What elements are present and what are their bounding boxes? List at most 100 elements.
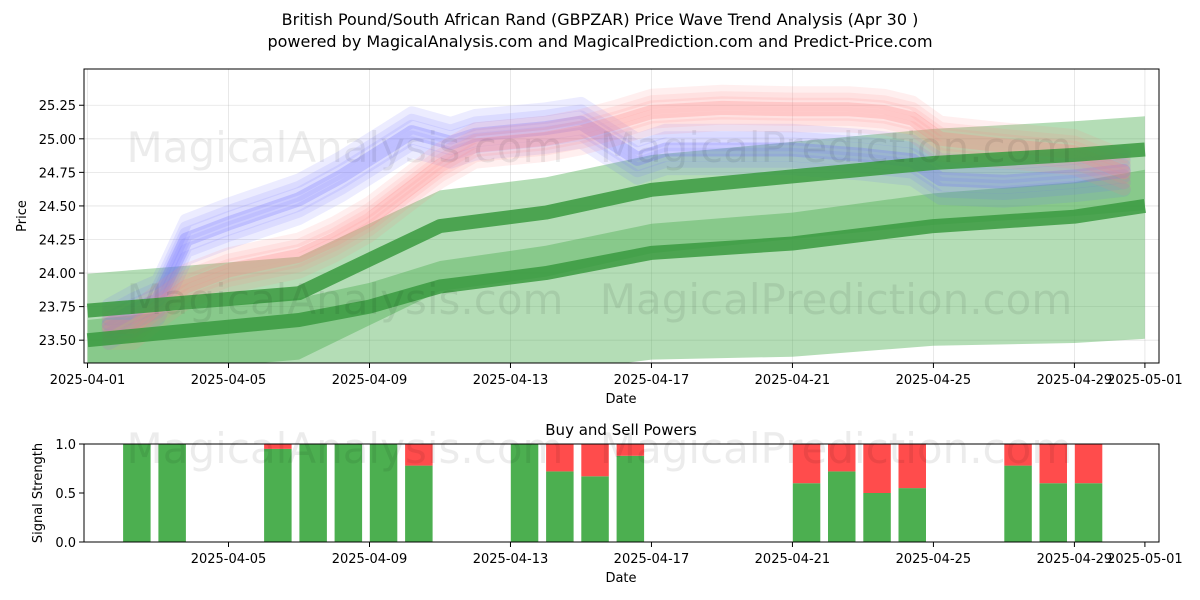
chart-title: British Pound/South African Rand (GBPZAR… (282, 10, 919, 29)
blue-wave-line (101, 96, 1131, 313)
red-wave-line (101, 84, 1131, 318)
red-wave-line (101, 117, 1131, 350)
price-y-tick-label: 23.75 (39, 301, 76, 316)
signal-x-tick-label: 2025-04-13 (473, 552, 549, 567)
price-y-tick-label: 25.25 (39, 99, 76, 114)
signal-x-tick-label: 2025-04-25 (896, 552, 972, 567)
buy-power-bar (334, 444, 363, 542)
buy-power-bar (898, 488, 926, 542)
price-x-tick-label: 2025-05-01 (1107, 373, 1183, 388)
signal-y-label: Signal Strength (31, 443, 46, 543)
signal-x-label: Date (605, 571, 636, 586)
watermark-analysis: MagicalAnalysis.com (127, 123, 564, 172)
sell-power-bar (828, 444, 856, 472)
chart-subtitle: powered by MagicalAnalysis.com and Magic… (267, 32, 932, 51)
blue-wave-line (101, 121, 1131, 337)
watermark-prediction-3: MagicalPrediction.com (600, 424, 1073, 473)
blue-wave-line (101, 104, 1131, 320)
price-grid (84, 69, 1159, 363)
signal-y-tick-label: 0.5 (55, 487, 76, 502)
buy-power-bar (1039, 483, 1067, 542)
buy-power-bar (1074, 483, 1103, 542)
signal-watermarks: MagicalAnalysis.com MagicalPrediction.co… (127, 424, 1073, 473)
price-x-label: Date (605, 392, 636, 407)
buy-power-bar (299, 444, 327, 542)
buy-power-bar (792, 483, 821, 542)
signal-y-tick-label: 0.0 (55, 536, 76, 551)
buy-power-bar (616, 455, 645, 542)
price-x-tick-label: 2025-04-09 (332, 373, 408, 388)
price-axes-frame (83, 68, 1160, 364)
blue-wave-line (101, 127, 1131, 343)
sell-power-bar (1074, 444, 1103, 484)
watermark-prediction: MagicalPrediction.com (600, 123, 1073, 172)
price-x-tick-label: 2025-04-01 (50, 373, 126, 388)
sell-power-bar (863, 444, 891, 493)
signal-x-tick-label: 2025-04-29 (1037, 552, 1113, 567)
price-watermarks: MagicalAnalysis.com MagicalPrediction.co… (127, 123, 1073, 324)
price-chart: MagicalAnalysis.com MagicalPrediction.co… (15, 68, 1183, 407)
watermark-prediction-2: MagicalPrediction.com (600, 275, 1073, 324)
green-trend-upper-line (86, 142, 1146, 318)
price-y-ticks: 23.50 23.75 24.00 24.25 24.50 24.75 25.00 25.25 (39, 99, 84, 349)
sell-power-bar (405, 444, 433, 466)
red-wave-line (101, 110, 1131, 344)
sell-power-bar (898, 444, 926, 489)
price-y-tick-label: 23.50 (39, 334, 76, 349)
red-wave-line (101, 91, 1131, 325)
signal-bars (123, 444, 1103, 542)
buy-power-bar (158, 444, 186, 542)
buy-power-bar (546, 471, 574, 542)
price-x-tick-label: 2025-04-13 (473, 373, 549, 388)
buy-power-bar (863, 493, 891, 542)
watermark-analysis-3: MagicalAnalysis.com (127, 424, 564, 473)
price-x-ticks: 2025-04-01 2025-04-05 2025-04-09 2025-04-13… (50, 363, 1183, 388)
signal-x-tick-label: 2025-04-17 (614, 552, 690, 567)
signal-x-tick-label: 2025-04-05 (191, 552, 267, 567)
sell-power-bar (792, 444, 821, 484)
signal-x-tick-label: 2025-04-09 (332, 552, 408, 567)
blue-wave-line (101, 134, 1131, 350)
price-series (86, 84, 1146, 363)
price-y-tick-label: 25.00 (39, 133, 76, 148)
price-y-tick-label: 24.00 (39, 267, 76, 282)
buy-power-bar (828, 471, 856, 542)
buy-power-bar (264, 448, 292, 542)
price-y-tick-label: 24.50 (39, 200, 76, 215)
price-x-tick-label: 2025-04-21 (755, 373, 831, 388)
sell-power-bar (1039, 444, 1067, 484)
price-x-tick-label: 2025-04-05 (191, 373, 267, 388)
price-x-tick-label: 2025-04-17 (614, 373, 690, 388)
price-x-tick-label: 2025-04-25 (896, 373, 972, 388)
signal-y-tick-label: 1.0 (55, 438, 76, 453)
buy-power-bar (369, 444, 398, 542)
signal-x-tick-label: 2025-04-21 (755, 552, 831, 567)
green-trend-lower-line (86, 198, 1146, 348)
sell-power-bar (1004, 444, 1032, 466)
buy-power-bar (1004, 465, 1032, 542)
buy-power-bar (405, 465, 433, 542)
price-y-label: Price (15, 200, 30, 232)
red-wave-line (101, 100, 1131, 334)
price-x-tick-label: 2025-04-29 (1037, 373, 1113, 388)
buy-power-bar (581, 476, 609, 542)
green-envelope-band (87, 116, 1145, 363)
sell-power-bar (264, 444, 292, 449)
price-plot-area (86, 84, 1146, 363)
signal-x-tick-label: 2025-05-01 (1107, 552, 1183, 567)
signal-chart-title: Buy and Sell Powers (545, 421, 697, 439)
sell-power-bar (581, 444, 609, 477)
signal-chart: Buy and Sell Powers MagicalAnalysis.com … (31, 421, 1183, 586)
signal-x-ticks: 2025-04-05 2025-04-09 2025-04-13 2025-04-17… (191, 542, 1183, 567)
red-wave-line (101, 105, 1131, 339)
buy-power-bar (123, 444, 151, 542)
price-y-tick-label: 24.75 (39, 166, 76, 181)
red-wave-line (101, 96, 1131, 330)
signal-y-ticks: 0.0 0.5 1.0 (55, 438, 84, 551)
sell-power-bar (616, 444, 645, 456)
sell-power-bar (546, 444, 574, 472)
price-y-tick-label: 24.25 (39, 233, 76, 248)
buy-power-bar (510, 444, 539, 542)
watermark-analysis-2: MagicalAnalysis.com (127, 275, 564, 324)
